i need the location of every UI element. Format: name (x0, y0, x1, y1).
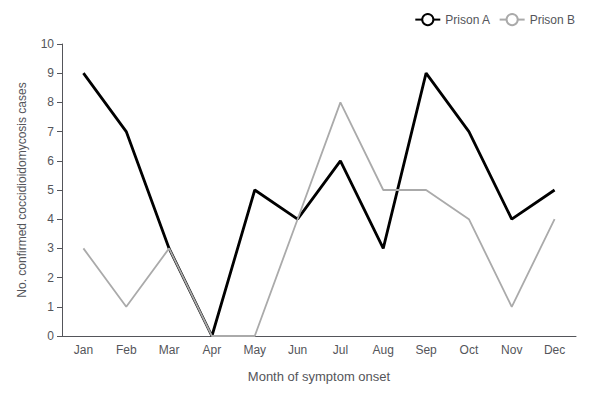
svg-text:8: 8 (47, 95, 54, 109)
svg-text:Dec: Dec (544, 343, 565, 357)
svg-text:Jun: Jun (288, 343, 307, 357)
svg-text:No. confirmed coccidioidomycos: No. confirmed coccidioidomycosis cases (15, 82, 29, 297)
svg-text:Mar: Mar (159, 343, 180, 357)
svg-text:May: May (243, 343, 266, 357)
svg-text:2: 2 (47, 271, 54, 285)
svg-text:Jul: Jul (333, 343, 348, 357)
svg-text:Aug: Aug (373, 343, 394, 357)
svg-text:10: 10 (41, 37, 55, 51)
svg-text:Prison A: Prison A (445, 13, 490, 27)
svg-text:3: 3 (47, 241, 54, 255)
svg-text:Month of symptom onset: Month of symptom onset (248, 369, 391, 384)
svg-text:6: 6 (47, 154, 54, 168)
svg-text:4: 4 (47, 212, 54, 226)
svg-text:Prison B: Prison B (530, 13, 575, 27)
svg-text:5: 5 (47, 183, 54, 197)
svg-text:Sep: Sep (415, 343, 437, 357)
svg-text:Feb: Feb (116, 343, 137, 357)
svg-text:1: 1 (47, 300, 54, 314)
svg-text:9: 9 (47, 66, 54, 80)
svg-text:Oct: Oct (460, 343, 479, 357)
svg-text:Apr: Apr (203, 343, 222, 357)
svg-text:7: 7 (47, 125, 54, 139)
svg-text:0: 0 (47, 329, 54, 343)
svg-text:Jan: Jan (74, 343, 93, 357)
svg-text:Nov: Nov (501, 343, 522, 357)
